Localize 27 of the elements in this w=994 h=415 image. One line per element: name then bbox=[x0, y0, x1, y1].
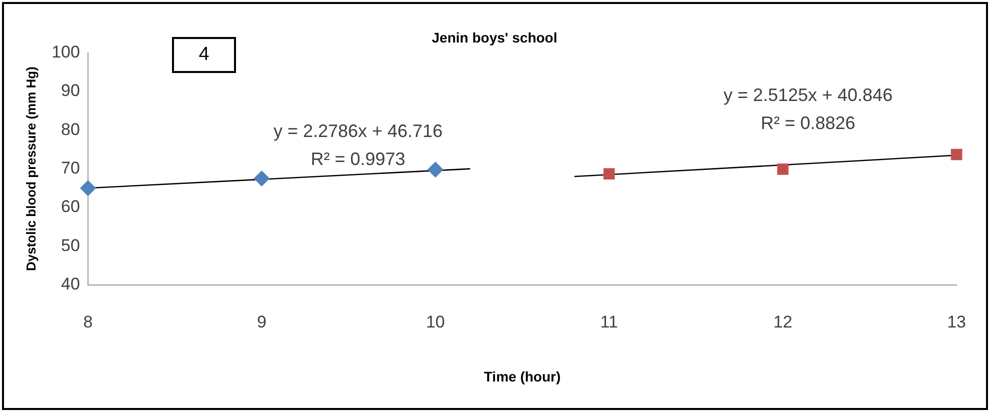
point bbox=[254, 170, 270, 186]
y-tick-label: 40 bbox=[61, 274, 80, 294]
y-tick-label: 60 bbox=[61, 197, 80, 216]
x-tick-label: 10 bbox=[426, 312, 445, 332]
y-tick-label: 90 bbox=[61, 81, 80, 100]
annotation: R² = 0.8826 bbox=[760, 112, 856, 133]
y-tick-label: 100 bbox=[52, 42, 80, 62]
point bbox=[427, 162, 444, 178]
annotation: R² = 0.9973 bbox=[310, 148, 406, 169]
point bbox=[603, 168, 615, 180]
x-tick-label: 8 bbox=[83, 312, 93, 332]
annotation: 4 bbox=[172, 37, 236, 73]
y-tick-label: 70 bbox=[61, 158, 80, 178]
point bbox=[80, 180, 96, 196]
x-axis-title: Time (hour) bbox=[484, 368, 561, 384]
chart-title: Jenin boys' school bbox=[432, 29, 558, 46]
y-tick-label: 80 bbox=[61, 120, 80, 139]
annotation: y = 2.2786x + 46.716 bbox=[273, 120, 443, 141]
y-axis-title: Dystolic blood pressure (mm Hg) bbox=[23, 66, 38, 272]
x-tick-label: 9 bbox=[256, 312, 266, 332]
annotation: y = 2.5125x + 40.846 bbox=[723, 84, 893, 105]
y-tick-label: 50 bbox=[61, 236, 80, 255]
x-tick-label: 12 bbox=[773, 312, 792, 332]
point bbox=[777, 164, 788, 175]
x-tick-label: 13 bbox=[947, 312, 966, 332]
point bbox=[950, 148, 962, 160]
x-tick-label: 11 bbox=[600, 312, 618, 332]
